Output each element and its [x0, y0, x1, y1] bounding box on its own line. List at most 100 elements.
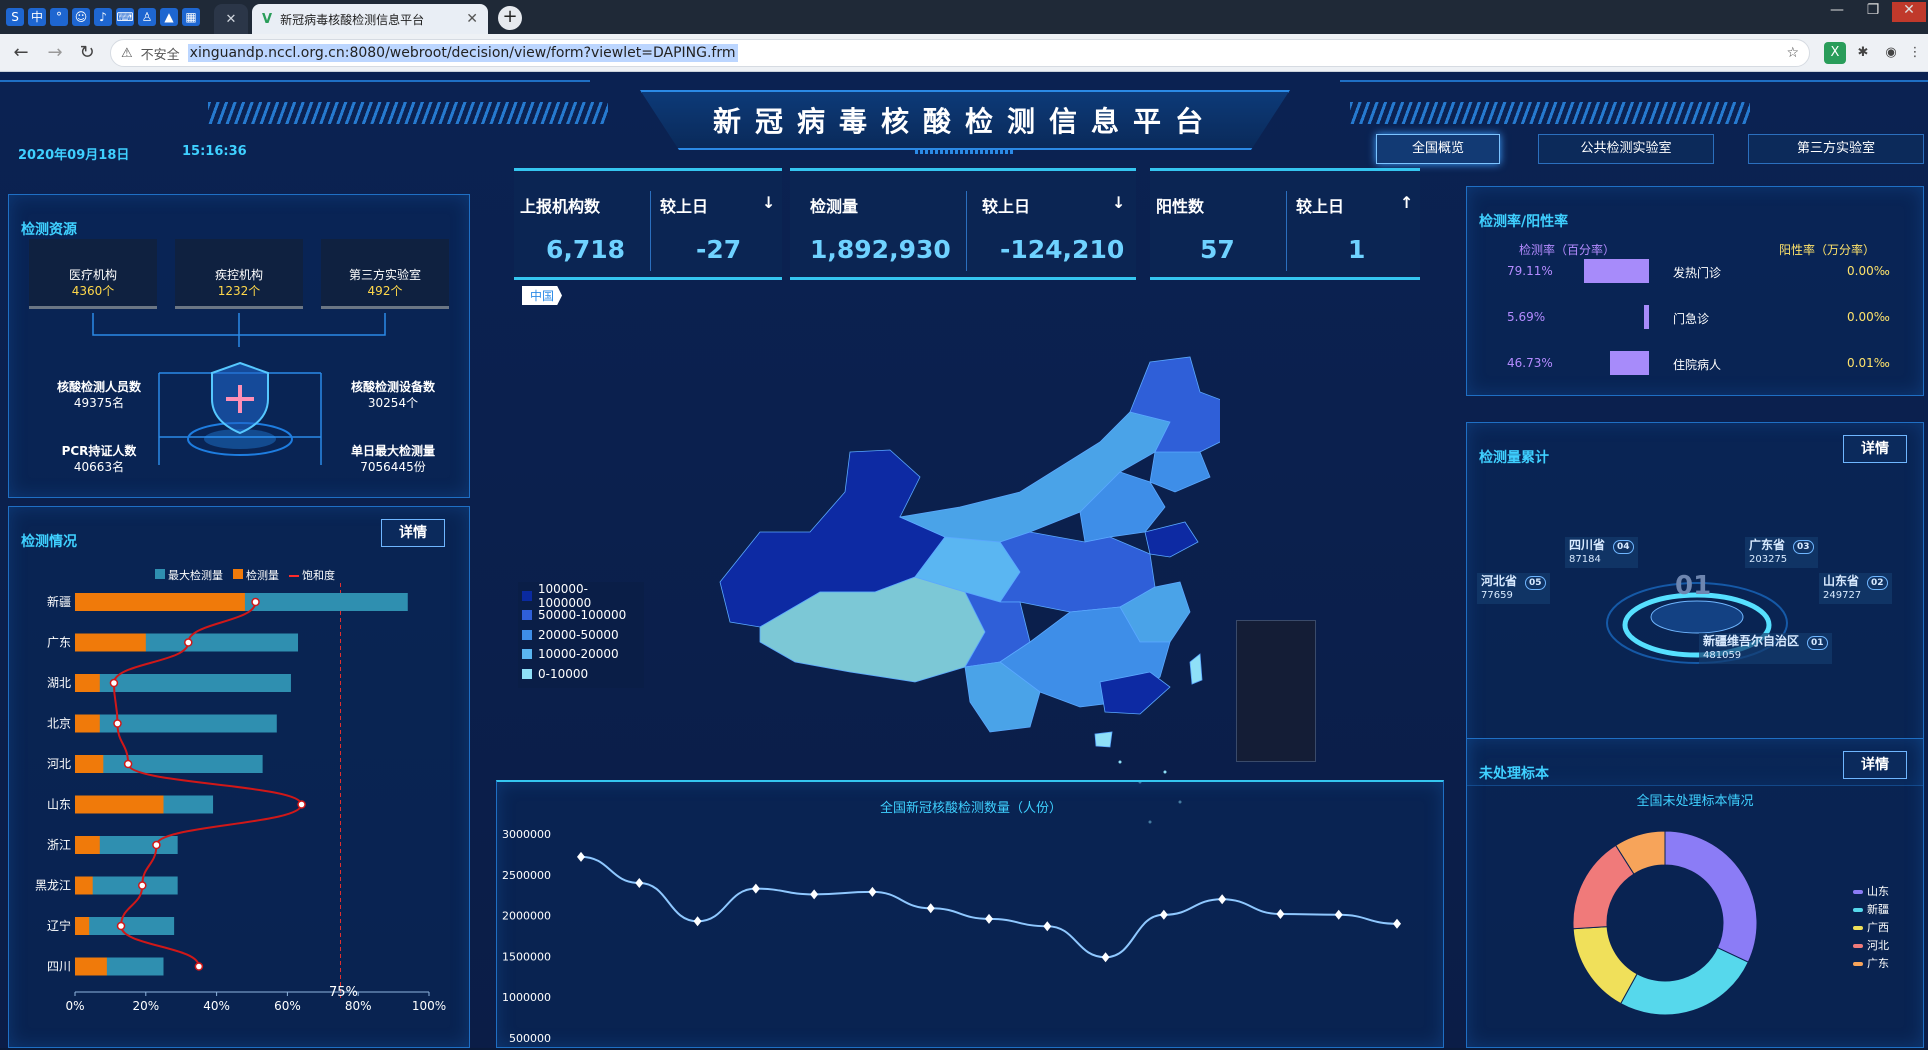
map-region[interactable]	[1099, 671, 1171, 715]
rates-panel: 检测率/阳性率 检测率（百分率） 阳性率（万分率） 79.11% 发热门诊 0.00…	[1466, 186, 1924, 396]
header-line-right	[1340, 80, 1928, 82]
shield-icon	[187, 361, 293, 456]
line-chart-title: 全国新冠核酸检测数量（人份）	[880, 800, 1062, 816]
map-region[interactable]	[964, 661, 1041, 733]
bar-count	[75, 836, 100, 854]
trend-down-icon: ↓	[762, 193, 776, 212]
header-stripes-left	[208, 102, 608, 124]
menu-dots-icon[interactable]: ⋮	[1908, 45, 1922, 60]
map-region[interactable]	[1149, 451, 1211, 493]
sogou-icon[interactable]: S	[6, 8, 24, 26]
legend-saturation: 饱和度	[289, 567, 335, 583]
shirt-icon[interactable]: ▲	[160, 8, 178, 26]
restore-icon[interactable]: ❐	[1866, 2, 1880, 18]
status-legend: 最大检测量 检测量 饱和度	[155, 567, 335, 583]
minimize-icon[interactable]: —	[1830, 2, 1844, 18]
excel-extension-icon[interactable]: X	[1824, 42, 1846, 64]
url-field[interactable]: ⚠ 不安全 xinguandp.nccl.org.cn:8080/webroot…	[110, 39, 1810, 67]
center-rank: 01	[1675, 571, 1712, 601]
cumulative-detail-button[interactable]: 详情	[1843, 435, 1907, 463]
profile-icon[interactable]: ◉	[1885, 45, 1897, 60]
resource-label: 疾控机构	[214, 268, 263, 282]
pending-detail-button[interactable]: 详情	[1843, 751, 1907, 779]
close-icon[interactable]: ✕	[466, 11, 478, 27]
pie-legend-swatch	[1853, 944, 1863, 948]
test-rate-bar	[1644, 305, 1649, 329]
cumulative-node[interactable]: 河北省 05 77659	[1477, 573, 1550, 604]
y-tick-label: 2000000	[502, 910, 551, 923]
kpi-tests: 检测量 1,892,930 较上日 ↓ -124,210	[790, 168, 1136, 280]
rate-row[interactable]: 46.73% 住院病人 0.01‰	[1467, 351, 1927, 375]
mic-icon[interactable]: ♪	[94, 8, 112, 26]
kpi-divider	[1286, 191, 1287, 271]
security-status[interactable]: 不安全	[140, 47, 180, 63]
legend-label: 100000-1000000	[537, 581, 592, 610]
test-rate-value: 5.69%	[1507, 310, 1546, 324]
map-region[interactable]	[1189, 653, 1203, 685]
close-icon[interactable]: ✕	[225, 11, 237, 27]
tab-public-lab-button[interactable]: 公共检测实验室	[1538, 134, 1714, 164]
category-label: 浙江	[47, 838, 71, 852]
new-tab-button[interactable]: +	[498, 6, 522, 30]
resource-max-daily: 单日最大检测量 7056445份	[329, 443, 457, 475]
resources-panel: 检测资源 医疗机构 4360个 疾控机构 1232个 第三方实验室 492个	[8, 194, 470, 498]
tab-overview-button[interactable]: 全国概览	[1376, 134, 1500, 164]
node-rank: 02	[1867, 576, 1888, 590]
back-arrow-icon[interactable]: ←	[13, 42, 29, 63]
url-text[interactable]: xinguandp.nccl.org.cn:8080/webroot/decis…	[187, 44, 738, 62]
map-region[interactable]	[1144, 521, 1199, 558]
resource-devices: 核酸检测设备数 30254个	[329, 379, 457, 411]
map-legend-item[interactable]: 10000-20000	[522, 645, 640, 665]
cumulative-node[interactable]: 新疆维吾尔自治区 01 481059	[1699, 633, 1832, 664]
title-underline	[915, 148, 1015, 154]
resource-label: 单日最大检测量	[350, 444, 435, 458]
map-region[interactable]	[1094, 731, 1113, 748]
resource-label: 核酸检测设备数	[350, 380, 435, 394]
map-legend-item[interactable]: 20000-50000	[522, 625, 640, 645]
grid-icon[interactable]: ▦	[182, 8, 200, 26]
window-close-icon[interactable]: ✕	[1892, 2, 1926, 22]
china-map[interactable]	[700, 342, 1220, 862]
map-region-tag[interactable]: 中国	[522, 286, 563, 305]
x-tick-label: 0%	[65, 999, 84, 1013]
keyboard-icon[interactable]: ⌨	[116, 8, 134, 26]
tab-close-prev[interactable]: ✕	[214, 4, 248, 34]
punctuation-icon[interactable]: °	[50, 8, 68, 26]
resource-box-cdc: 疾控机构 1232个	[175, 239, 303, 309]
resource-label: 核酸检测人员数	[56, 380, 141, 394]
page-title: 新冠病毒核酸检测信息平台	[640, 90, 1290, 150]
line-point	[1043, 921, 1052, 932]
rate-row[interactable]: 79.11% 发热门诊 0.00‰	[1467, 259, 1927, 283]
node-name: 新疆维吾尔自治区	[1703, 634, 1800, 648]
category-label: 河北	[47, 757, 71, 771]
test-rate-value: 79.11%	[1507, 264, 1553, 278]
bar-count	[75, 674, 100, 692]
map-legend-item[interactable]: 100000-1000000	[522, 582, 640, 610]
tab-dashboard[interactable]: V 新冠病毒核酸检测信息平台 ✕	[252, 4, 488, 34]
map-legend-item[interactable]: 0-10000	[522, 664, 640, 684]
reload-icon[interactable]: ↻	[79, 42, 95, 63]
emoji-icon[interactable]: ☺	[72, 8, 90, 26]
resource-value: 30254个	[367, 396, 419, 410]
map-legend-item[interactable]: 50000-100000	[522, 606, 640, 626]
cumulative-node[interactable]: 四川省 04 87184	[1565, 537, 1638, 568]
tab-third-party-lab-button[interactable]: 第三方实验室	[1748, 134, 1924, 164]
user-icon[interactable]: ♙	[138, 8, 156, 26]
category-label: 山东	[47, 798, 71, 812]
warning-icon[interactable]: ⚠	[121, 45, 133, 61]
status-detail-button[interactable]: 详情	[381, 519, 445, 547]
puzzle-icon[interactable]: ✱	[1857, 45, 1869, 60]
pie-legend-label: 广东	[1867, 957, 1889, 970]
test-rate-bar	[1610, 351, 1649, 375]
line-point	[635, 877, 644, 888]
bookmark-star-icon[interactable]: ☆	[1786, 45, 1799, 61]
chinese-input-icon[interactable]: 中	[28, 8, 46, 26]
rate-row[interactable]: 5.69% 门急诊 0.00‰	[1467, 305, 1927, 329]
positive-rate-value: 0.00‰	[1847, 264, 1890, 278]
cumulative-node[interactable]: 山东省 02 249727	[1819, 573, 1892, 604]
map-region[interactable]	[1129, 356, 1220, 458]
line-point	[577, 851, 585, 862]
forward-arrow-icon[interactable]: →	[47, 42, 63, 63]
cumulative-node[interactable]: 广东省 03 203275	[1745, 537, 1818, 568]
